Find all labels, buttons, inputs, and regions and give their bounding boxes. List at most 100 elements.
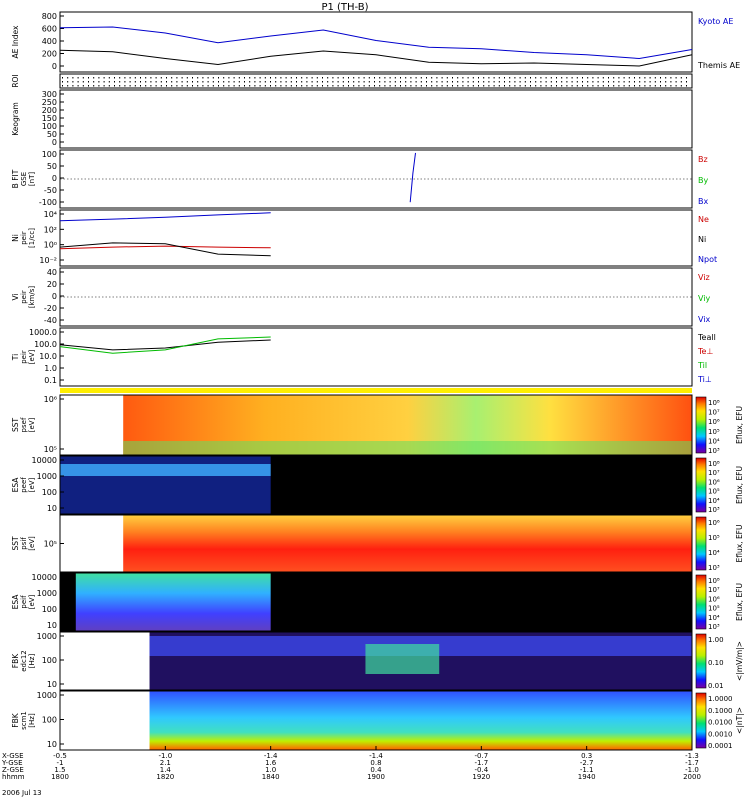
roi-mark — [103, 77, 105, 79]
y-tick-label: 250 — [42, 98, 57, 107]
roi-mark — [550, 81, 552, 83]
roi-mark — [410, 81, 412, 83]
roi-mark — [649, 81, 651, 83]
y-tick-label: 50 — [47, 162, 57, 171]
roi-mark — [301, 85, 303, 87]
roi-mark — [509, 85, 511, 87]
roi-mark — [483, 81, 485, 83]
colorbar-label-group: Eflux, EFU — [735, 466, 744, 504]
roi-mark — [493, 81, 495, 83]
roi-mark — [363, 85, 365, 87]
roi-mark — [129, 85, 131, 87]
roi-mark — [254, 77, 256, 79]
y-tick-label: -100 — [39, 198, 57, 207]
coord-value: -1.0 — [158, 752, 172, 760]
roi-mark — [566, 77, 568, 79]
y-axis-unit: [km/s] — [28, 286, 36, 309]
roi-mark — [472, 85, 474, 87]
roi-mark — [358, 81, 360, 83]
y-axis-label: FBK — [11, 653, 20, 668]
colorbar-tick-label: 10⁴ — [708, 437, 720, 445]
y-tick-label: 10⁵ — [44, 540, 57, 549]
y-tick-label: 10000 — [32, 573, 57, 582]
roi-mark — [405, 81, 407, 83]
colorbar-label: Eflux, EFU — [735, 583, 744, 621]
roi-mark — [493, 77, 495, 79]
spectrogram-fill — [123, 441, 692, 455]
coord-value: 2000 — [683, 773, 701, 781]
coord-value: 0.4 — [370, 766, 382, 774]
roi-mark — [93, 77, 95, 79]
roi-mark — [478, 85, 479, 87]
roi-mark — [566, 85, 568, 87]
colorbar-label: <|nT|> — [735, 707, 744, 734]
roi-mark — [467, 81, 469, 83]
colorbar-tick-label: 10⁷ — [708, 469, 720, 477]
roi-mark — [374, 81, 375, 83]
roi-mark — [394, 81, 396, 83]
roi-mark — [368, 77, 370, 79]
roi-mark — [394, 77, 396, 79]
roi-mark — [535, 85, 537, 87]
roi-mark — [493, 85, 495, 87]
roi-mark — [660, 85, 661, 87]
roi-mark — [296, 81, 297, 83]
legend-entry: Npot — [698, 255, 717, 264]
roi-mark — [150, 77, 152, 79]
roi-mark — [540, 77, 542, 79]
y-axis-sublabel: peif — [20, 595, 28, 609]
colorbar-label: Eflux, EFU — [735, 525, 744, 563]
y-tick-label: 50 — [47, 130, 57, 139]
roi-mark — [72, 85, 74, 87]
roi-mark — [457, 81, 459, 83]
roi-mark — [654, 81, 656, 83]
roi-mark — [488, 81, 490, 83]
roi-mark — [342, 77, 344, 79]
colorbar — [695, 692, 707, 749]
roi-mark — [561, 77, 563, 79]
y-axis-label-group: ESA peif [eV] — [11, 594, 36, 610]
colorbar-label-group: Eflux, EFU — [735, 583, 744, 621]
roi-mark — [389, 77, 391, 79]
roi-mark — [602, 85, 604, 87]
plot-date: 2006 Jul 13 — [2, 789, 42, 797]
roi-mark — [155, 85, 157, 87]
roi-mark — [160, 85, 162, 87]
y-tick-label: 10⁻² — [39, 256, 57, 265]
legend-entry: Viy — [698, 294, 711, 303]
roi-mark — [530, 85, 531, 87]
roi-mark — [166, 85, 167, 87]
roi-mark — [327, 77, 329, 79]
roi-mark — [88, 81, 89, 83]
spectrogram-fill — [365, 644, 440, 674]
roi-mark — [114, 77, 115, 79]
roi-mark — [530, 77, 531, 79]
roi-mark — [597, 77, 599, 79]
roi-mark — [140, 77, 141, 79]
panel-ti: 1000.0 100.0 10.0 1.0 0.1 Ti peir [eV] Teall Te⊥ T… — [11, 327, 716, 387]
roi-mark — [472, 81, 474, 83]
panel-frame — [59, 89, 693, 149]
roi-mark — [114, 81, 115, 83]
roi-mark — [62, 85, 63, 87]
colorbar-tick-label: 1.0000 — [708, 695, 733, 703]
roi-mark — [608, 85, 609, 87]
series-line-ni — [59, 242, 271, 257]
y-axis-label-group: FBK edc12 [Hz] — [11, 650, 36, 672]
roi-mark — [545, 85, 547, 87]
roi-mark — [223, 77, 225, 79]
coord-row-label: Y-GSE — [1, 759, 23, 767]
coord-value: 1900 — [367, 773, 385, 781]
panel-ae: 800 600 400 200 0 AE Index Kyoto AE Themis AE — [11, 11, 740, 73]
colorbar-tick-label: 10⁷ — [708, 409, 720, 417]
legend-entry: Teall — [697, 333, 716, 342]
roi-mark — [571, 81, 573, 83]
y-tick-label: 0 — [52, 138, 57, 147]
y-axis-sublabel: peir — [20, 350, 28, 364]
roi-mark — [452, 77, 453, 79]
status-band — [60, 388, 692, 393]
y-tick-label: 10⁵ — [44, 445, 57, 454]
colorbar-tick-label: 10⁷ — [708, 586, 720, 594]
